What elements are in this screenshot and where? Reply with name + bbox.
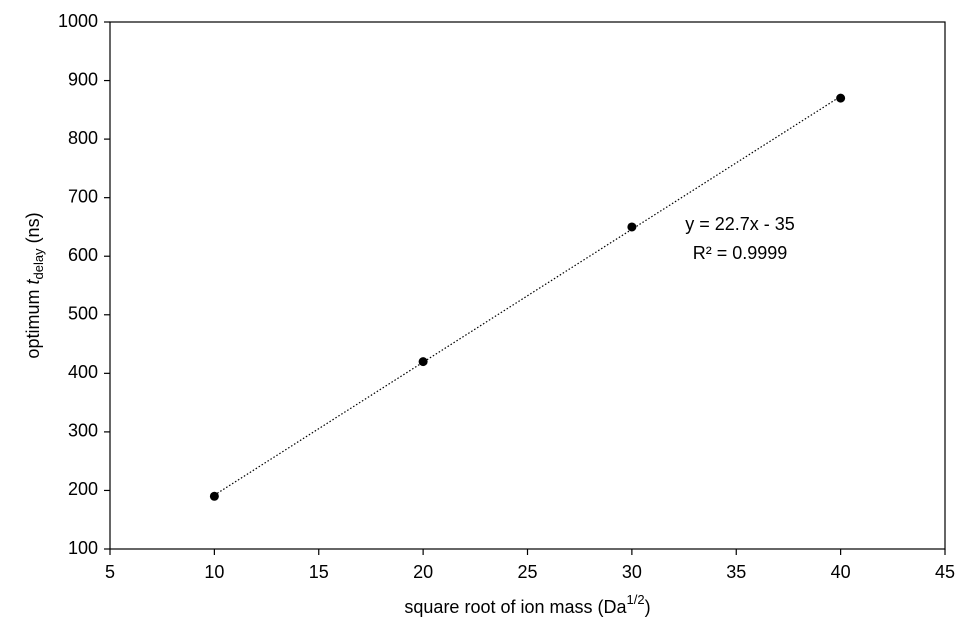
- y-tick-label: 1000: [58, 11, 98, 31]
- x-tick-label: 5: [105, 562, 115, 582]
- y-tick-label: 500: [68, 304, 98, 324]
- y-tick-label: 800: [68, 128, 98, 148]
- y-tick-label: 400: [68, 362, 98, 382]
- x-tick-label: 40: [831, 562, 851, 582]
- plot-frame: [109, 21, 946, 550]
- x-axis-label-end: ): [645, 597, 651, 617]
- x-tick-label: 20: [413, 562, 433, 582]
- data-point: [418, 357, 428, 367]
- y-axis-label: optimum tdelay (ns): [23, 212, 47, 358]
- y-tick-label: 900: [68, 69, 98, 89]
- x-axis-label-text: square root of ion mass (Da: [404, 597, 627, 617]
- x-tick-label: 10: [204, 562, 224, 582]
- annotation: y = 22.7x - 35: [685, 214, 795, 234]
- data-point: [627, 222, 637, 232]
- data-point: [836, 93, 846, 103]
- y-tick-label: 700: [68, 186, 98, 206]
- y-tick-label: 300: [68, 421, 98, 441]
- x-tick-label: 30: [622, 562, 642, 582]
- y-axis-label-sub: delay: [31, 248, 46, 280]
- x-tick-label: 25: [517, 562, 537, 582]
- y-tick-label: 100: [68, 538, 98, 558]
- x-axis-label: square root of ion mass (Da1/2): [404, 592, 650, 616]
- y-axis-label-end: (ns): [23, 212, 43, 248]
- y-tick-label: 200: [68, 479, 98, 499]
- x-axis-label-sup: 1/2: [627, 592, 645, 607]
- y-axis-label-text: optimum: [23, 285, 43, 359]
- x-tick-label: 15: [309, 562, 329, 582]
- y-tick-label: 600: [68, 245, 98, 265]
- x-tick-label: 45: [935, 562, 955, 582]
- annotation: R² = 0.9999: [693, 243, 788, 263]
- y-axis-label-var: t: [23, 279, 43, 285]
- data-point: [209, 491, 219, 501]
- trendline: [214, 95, 841, 496]
- x-tick-label: 35: [726, 562, 746, 582]
